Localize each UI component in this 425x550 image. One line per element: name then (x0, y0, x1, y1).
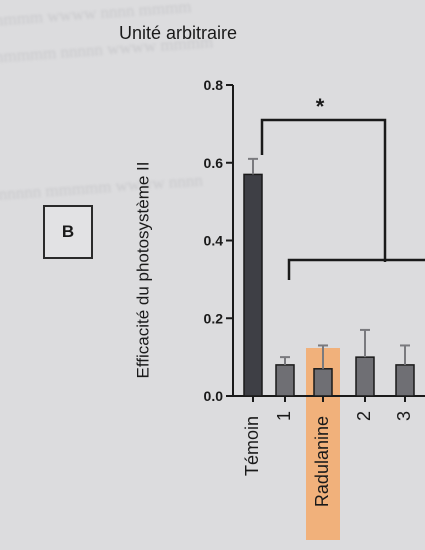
panel-letter: B (61, 222, 75, 241)
y-tick-label: 0.6 (204, 155, 224, 171)
y-tick-label: 0.2 (204, 310, 224, 326)
panel-label-box: B (43, 205, 93, 259)
x-tick-label: Témoin (242, 416, 262, 476)
unit-label: Unité arbitraire (118, 23, 238, 43)
significance-bracket-top (260, 118, 387, 262)
bar (275, 364, 295, 397)
bar (313, 368, 333, 397)
significance-bracket-group (287, 258, 425, 280)
x-tick-label: 1 (274, 411, 294, 421)
bar (395, 364, 415, 397)
bar (355, 356, 375, 397)
x-tick-label: Radulanine (312, 416, 332, 507)
x-tick-label: 2 (354, 411, 374, 421)
y-tick-label: 0.4 (204, 233, 224, 249)
bar (243, 173, 263, 397)
y-tick-label: 0.0 (204, 388, 224, 404)
significance-star: * (316, 94, 325, 119)
x-tick-label: 3 (394, 411, 414, 421)
y-tick-label: 0.8 (204, 77, 224, 93)
